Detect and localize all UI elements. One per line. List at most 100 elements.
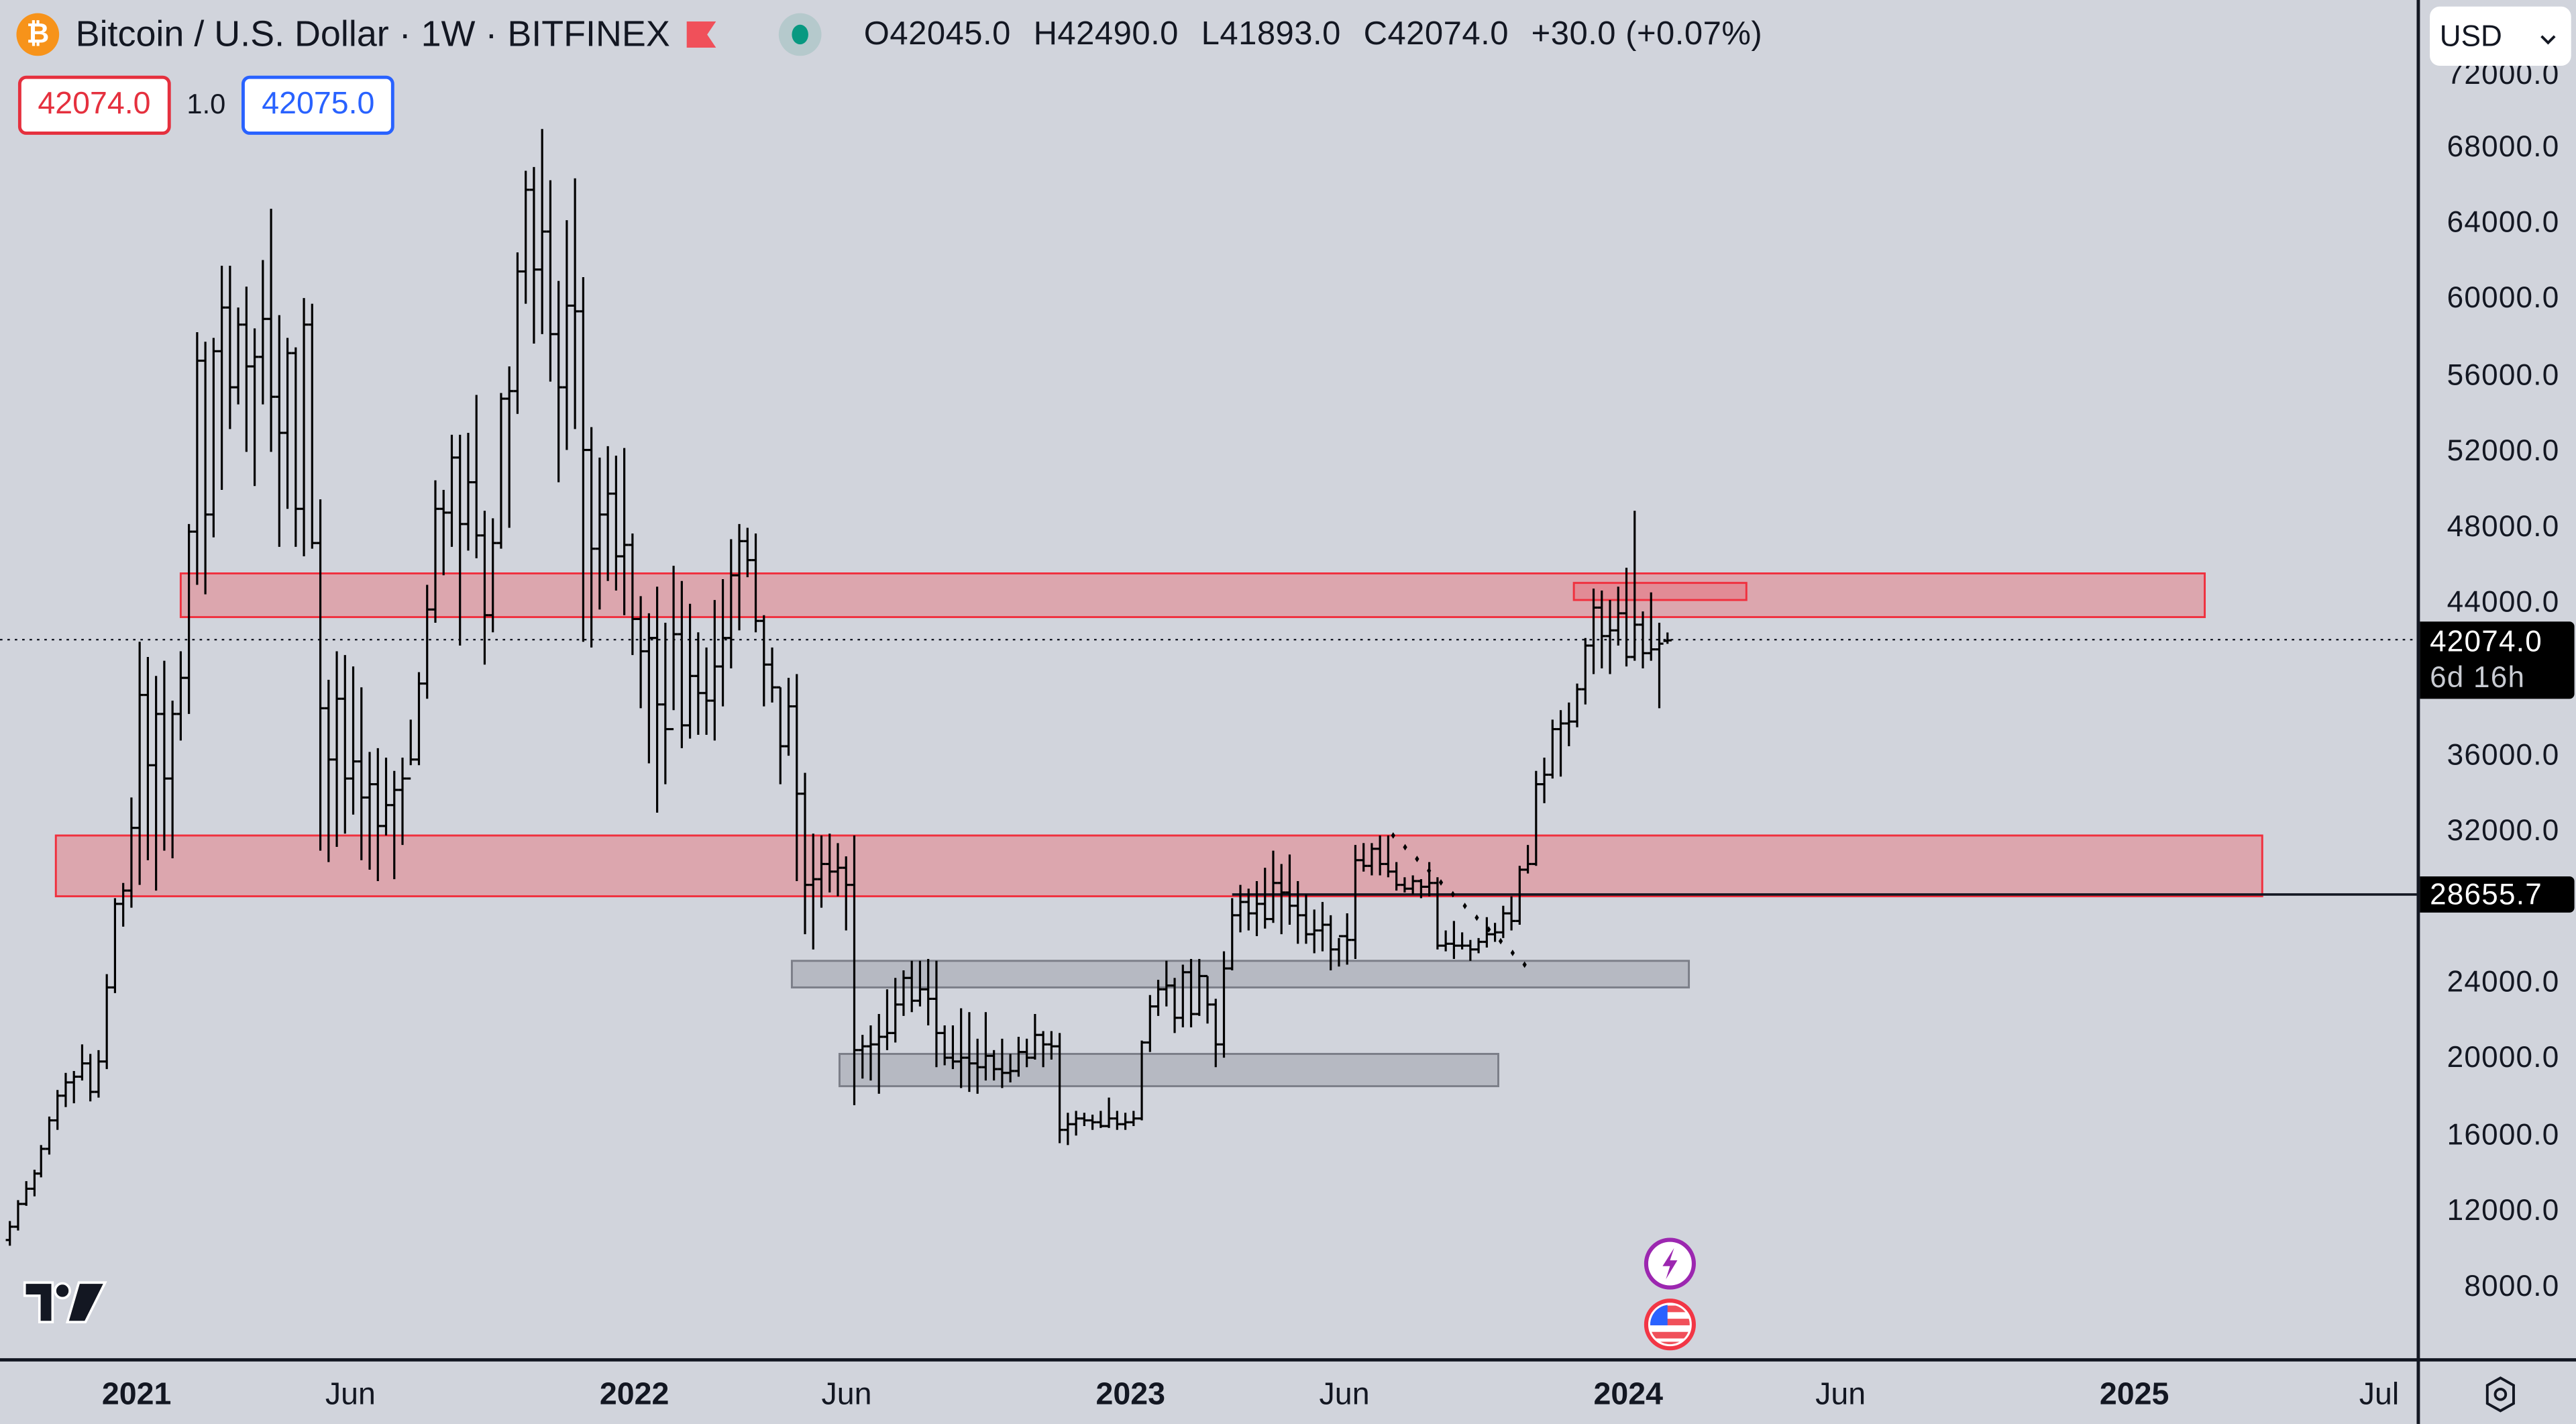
ohlc-bar xyxy=(1450,921,1458,959)
ohlc-bar xyxy=(111,898,119,993)
ohlc-bar xyxy=(833,843,843,897)
ohlc-bar xyxy=(1269,850,1278,923)
ohlc-bar xyxy=(1548,719,1557,779)
settings-gear-icon[interactable] xyxy=(2482,1374,2518,1414)
time-axis-label: Jul xyxy=(2359,1378,2400,1413)
ohlc-bar xyxy=(800,772,810,935)
market-status-icon[interactable] xyxy=(778,13,822,56)
ohlc-bar xyxy=(875,1014,883,1094)
ohlc-bar xyxy=(661,623,669,784)
ohlc-bar xyxy=(1409,875,1417,895)
lightning-event-icon[interactable] xyxy=(1643,1237,1697,1291)
tradingview-logo[interactable] xyxy=(23,1281,108,1327)
ohlc-bar xyxy=(1491,923,1499,942)
ohlc-bar xyxy=(957,1008,965,1088)
ohlc-bar xyxy=(357,687,366,860)
ohlc-bar xyxy=(1572,683,1582,727)
symbol-title[interactable]: Bitcoin / U.S. Dollar · 1W · BITFINEX xyxy=(75,13,670,54)
buy-button[interactable]: 42075.0 xyxy=(241,75,394,135)
time-axis-label: 2025 xyxy=(2099,1378,2169,1413)
ohlc-bar xyxy=(45,1116,54,1155)
ohlc-bar xyxy=(916,960,924,1007)
ohlc-bar xyxy=(1310,909,1319,954)
ohlc-bar xyxy=(669,566,678,731)
price-axis-label: 60000.0 xyxy=(2447,281,2560,315)
time-axis-label: 2023 xyxy=(1095,1378,1166,1413)
ohlc-bar xyxy=(505,366,514,528)
ohlc-bar xyxy=(94,1050,103,1098)
zones-layer xyxy=(54,572,2263,1088)
ohlc-bar xyxy=(1301,894,1311,944)
ohlc-bar xyxy=(1499,905,1507,938)
time-axis-label: Jun xyxy=(1319,1378,1370,1413)
ohlc-bar xyxy=(1359,843,1368,872)
ohlc-bar xyxy=(374,748,382,881)
ohlc-bar xyxy=(1293,880,1302,944)
ohlc-bar xyxy=(1515,866,1524,925)
ohlc-bar xyxy=(1080,1113,1089,1127)
ohlc-bar xyxy=(1038,1031,1048,1068)
ohlc-bar xyxy=(1630,511,1639,661)
sell-button[interactable]: 42074.0 xyxy=(17,75,170,135)
ohlc-bar xyxy=(1244,888,1253,931)
ohlc-bar xyxy=(1556,710,1565,777)
spread-value: 1.0 xyxy=(186,89,226,120)
flag-icon[interactable] xyxy=(686,21,716,48)
time-axis-divider xyxy=(0,1358,2576,1362)
price-axis-label: 24000.0 xyxy=(2447,965,2560,999)
ohlc-bar xyxy=(13,1200,23,1231)
ohlc-bar xyxy=(949,1025,957,1070)
ohlc-bar xyxy=(1597,590,1606,668)
time-axis-label: Jun xyxy=(325,1378,376,1413)
ohlc-bar xyxy=(176,651,185,741)
ohlc-bar xyxy=(308,303,317,549)
ohlc-bar xyxy=(250,328,259,487)
ohlc-bar xyxy=(1071,1111,1081,1136)
price-axis-label: 32000.0 xyxy=(2447,813,2560,847)
horizontal-line-price-tag: 28655.7 xyxy=(2420,876,2575,913)
us-flag-event-icon[interactable] xyxy=(1643,1297,1697,1352)
ohlc-bar xyxy=(1647,592,1656,661)
ohlc-bar xyxy=(1343,913,1352,965)
ohlc-bar xyxy=(1055,1033,1064,1143)
ohlc-bar xyxy=(767,647,777,703)
ohlc-bar xyxy=(1655,623,1664,709)
currency-value: USD xyxy=(2439,19,2502,52)
ohlc-bar xyxy=(193,332,202,585)
ohlc-bar xyxy=(628,533,637,656)
open-value: O42045.0 xyxy=(863,15,1011,52)
ohlc-bar xyxy=(1581,638,1590,705)
ohlc-values: O42045.0 H42490.0 L41893.0 C42074.0 +30.… xyxy=(864,15,1776,53)
ohlc-bar xyxy=(1614,587,1623,646)
ohlc-bar xyxy=(529,166,539,344)
ohlc-bar xyxy=(184,523,193,714)
ohlc-bar xyxy=(1392,862,1401,891)
ohlc-bar xyxy=(645,613,653,764)
time-axis[interactable]: 2021 Jun 2022 Jun 2023 Jun 2024 Jun 2025 Jul xyxy=(0,1362,2416,1424)
time-axis-label: 2022 xyxy=(599,1378,669,1413)
currency-select[interactable]: USD xyxy=(2430,6,2571,66)
time-axis-label: 2021 xyxy=(101,1378,172,1413)
zone-support-lower xyxy=(838,1053,1499,1088)
ohlc-bar xyxy=(70,1070,78,1104)
ohlc-bar xyxy=(1663,632,1672,644)
ohlc-bar xyxy=(784,678,793,756)
low-value: L41893.0 xyxy=(1201,15,1341,52)
ohlc-bar xyxy=(759,615,768,707)
ohlc-bar xyxy=(168,701,177,858)
ohlc-bar xyxy=(1523,845,1532,874)
ohlc-bar xyxy=(78,1044,87,1081)
ohlc-bar xyxy=(1063,1113,1072,1146)
price-chart[interactable] xyxy=(0,0,2417,1358)
ohlc-bar xyxy=(735,523,744,631)
ohlc-bar xyxy=(538,129,547,334)
ohlc-bar xyxy=(604,446,612,581)
ohlc-bar xyxy=(710,600,719,741)
ohlc-bar xyxy=(989,1050,998,1081)
ohlc-bar xyxy=(1622,567,1631,667)
ohlc-bar xyxy=(981,1012,990,1081)
ohlc-bar xyxy=(686,603,694,739)
ohlc-bar xyxy=(225,265,234,429)
price-axis[interactable]: 72000.0 68000.0 64000.0 60000.0 56000.0 5200… xyxy=(2420,0,2576,1358)
